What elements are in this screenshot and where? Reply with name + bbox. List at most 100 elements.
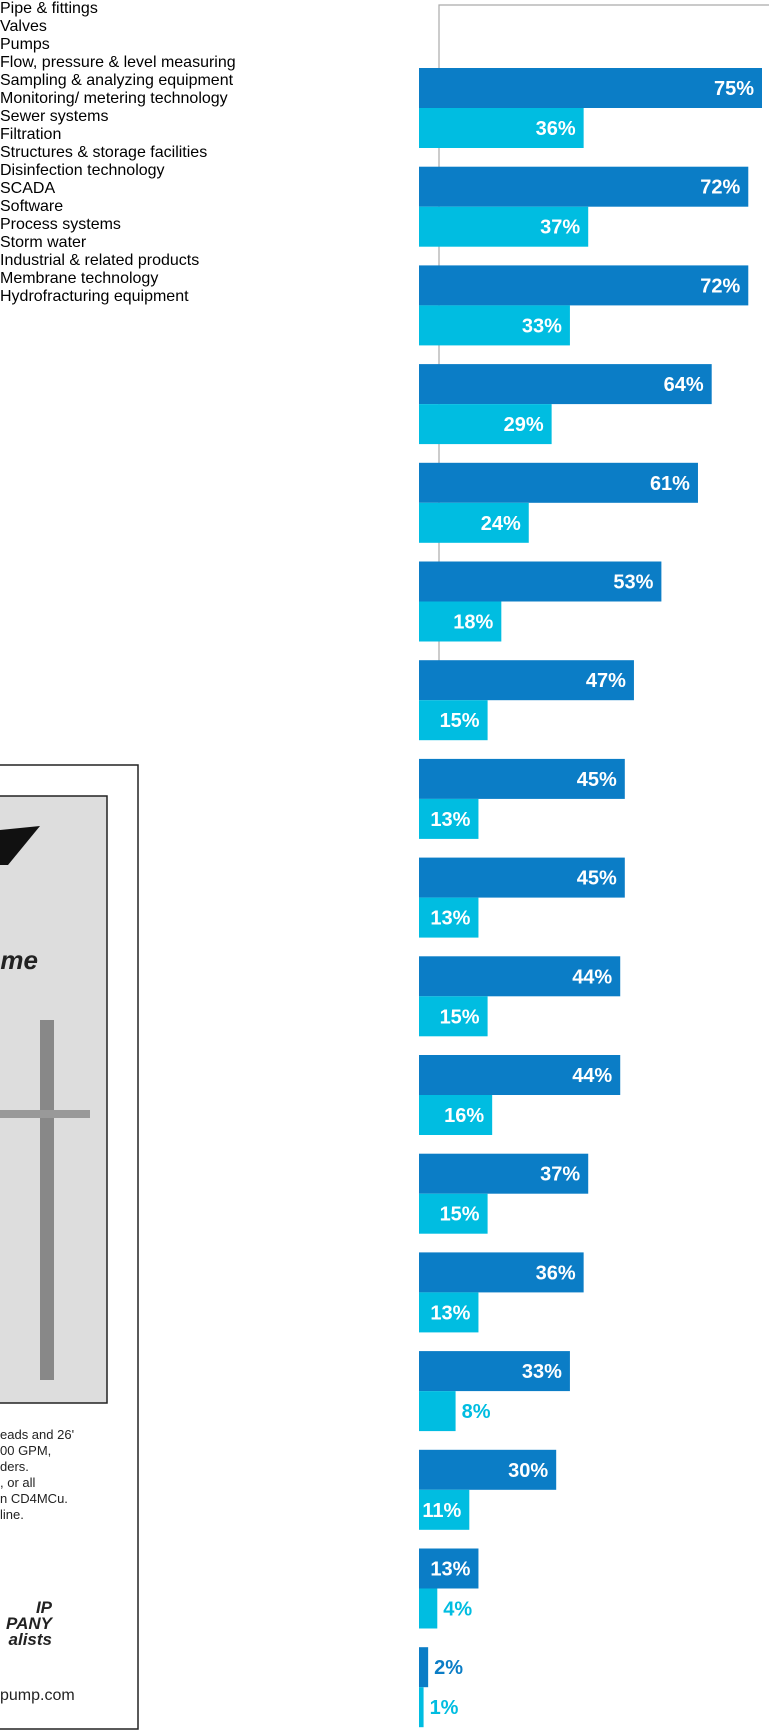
value-label: 1% <box>430 1697 459 1719</box>
ad-logo: IP PANY alists <box>0 1598 52 1649</box>
value-label: 4% <box>443 1599 472 1621</box>
value-label: 45% <box>577 868 617 890</box>
value-label: 15% <box>440 710 480 732</box>
bar <box>419 1351 570 1392</box>
bar <box>419 601 502 642</box>
bar <box>419 1647 429 1688</box>
ad-line: 00 GPM, <box>0 1443 52 1458</box>
bar <box>419 1292 479 1333</box>
category-label: Industrial & related products <box>0 252 200 269</box>
category-label: Sampling & analyzing equipment <box>0 72 234 89</box>
ad-logo-line: PANY <box>6 1614 52 1633</box>
bar <box>419 798 479 839</box>
bar <box>419 364 712 405</box>
bar <box>419 700 488 741</box>
value-label: 44% <box>572 1065 612 1087</box>
ad-plate <box>0 1110 90 1118</box>
value-label: 18% <box>453 612 493 634</box>
category-label: Process systems <box>0 216 121 233</box>
bar <box>419 1095 493 1135</box>
bar <box>419 996 488 1037</box>
value-label: 53% <box>613 572 653 594</box>
value-label: 36% <box>536 118 576 140</box>
value-label: 33% <box>522 1361 562 1383</box>
value-label: 37% <box>540 1164 580 1186</box>
bar <box>419 1449 557 1490</box>
bar <box>419 561 662 602</box>
value-label: 33% <box>522 315 562 337</box>
category-label: Storm water <box>0 234 87 251</box>
bar <box>419 1153 589 1194</box>
ad-headline: me <box>0 945 38 975</box>
bar <box>419 68 762 108</box>
bar <box>419 1391 456 1432</box>
bar <box>419 166 749 207</box>
value-label: 8% <box>462 1401 491 1423</box>
value-label: 64% <box>664 374 704 396</box>
value-label: 2% <box>434 1657 463 1679</box>
bar <box>419 1252 584 1293</box>
value-label: 72% <box>700 177 740 199</box>
value-label: 44% <box>572 966 612 988</box>
bar <box>419 1193 488 1234</box>
value-label: 61% <box>650 473 690 495</box>
value-label: 72% <box>700 275 740 297</box>
category-label: SCADA <box>0 180 56 197</box>
ad-url: pump.com <box>0 1687 75 1704</box>
bar <box>419 1687 424 1728</box>
category-label: Software <box>0 198 64 215</box>
value-label: 24% <box>481 513 521 535</box>
bar <box>419 857 625 898</box>
value-label: 13% <box>430 1559 470 1581</box>
value-label: 11% <box>422 1500 461 1522</box>
value-label: 15% <box>440 1006 480 1028</box>
category-label: Disinfection technology <box>0 162 165 179</box>
ad-line: line. <box>0 1507 24 1522</box>
bar <box>419 758 625 799</box>
bar <box>419 660 634 701</box>
value-label: 29% <box>504 414 544 436</box>
ad-line: n CD4MCu. <box>0 1491 68 1506</box>
ad-line: eads and 26' <box>0 1427 75 1442</box>
ad-logo-line: alists <box>8 1630 52 1649</box>
category-label: Valves <box>0 18 47 35</box>
category-label: Membrane technology <box>0 270 159 287</box>
value-label: 47% <box>586 670 626 692</box>
value-label: 13% <box>430 1302 470 1324</box>
ad-line: ders. <box>0 1459 29 1474</box>
value-label: 37% <box>540 217 580 239</box>
bar <box>419 897 479 938</box>
bar <box>419 1548 479 1589</box>
bar <box>419 206 589 247</box>
bar <box>419 956 621 997</box>
bar <box>419 1588 438 1629</box>
category-label: Hydrofracturing equipment <box>0 288 189 305</box>
value-label: 16% <box>444 1105 484 1127</box>
ad-logo-shape <box>0 826 40 865</box>
bar <box>419 305 570 346</box>
ad-frame <box>0 764 139 1730</box>
bar <box>419 462 698 503</box>
bar <box>419 265 749 306</box>
category-label: Pumps <box>0 36 50 53</box>
ad-pump <box>40 1020 54 1380</box>
ad-logo-line: IP <box>35 1598 52 1617</box>
bar <box>419 1055 621 1095</box>
ad-line: , or all <box>0 1475 36 1490</box>
value-label: 45% <box>577 769 617 791</box>
category-label: Filtration <box>0 126 62 143</box>
value-label: 75% <box>714 78 754 100</box>
value-label: 36% <box>536 1262 576 1284</box>
value-label: 13% <box>430 908 470 930</box>
category-label: Structures & storage facilities <box>0 144 208 161</box>
value-label: 15% <box>440 1204 480 1226</box>
value-label: 13% <box>430 809 470 831</box>
category-label: Pipe & fittings <box>0 0 98 17</box>
category-label: Flow, pressure & level measuring <box>0 54 236 71</box>
bar <box>419 502 529 543</box>
category-label: Sewer systems <box>0 108 109 125</box>
bar <box>419 404 552 445</box>
ad-text: eads and 26' 00 GPM, ders., or all n CD4MCu… <box>0 1427 74 1523</box>
